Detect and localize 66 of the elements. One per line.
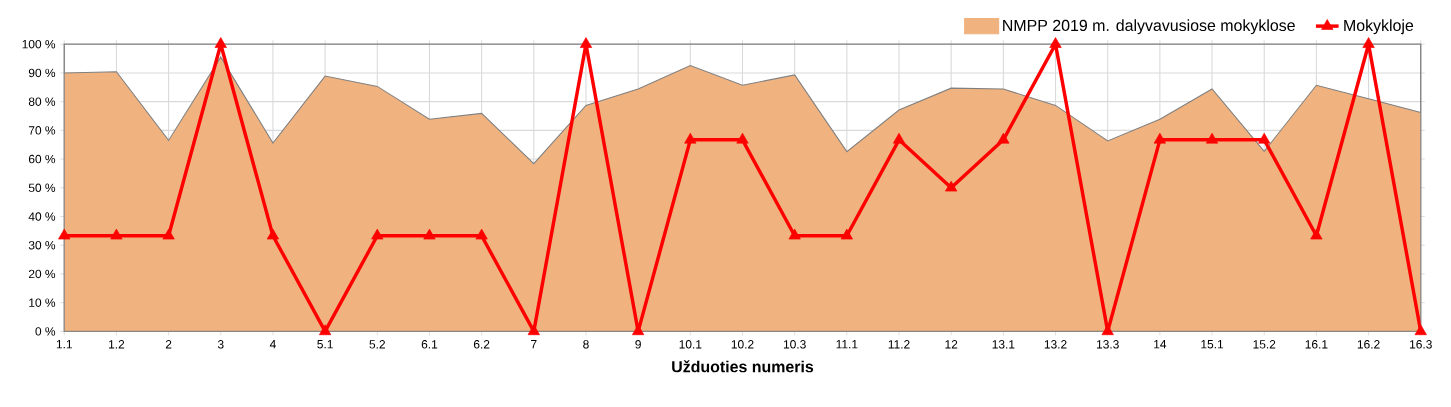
y-tick-label: 60 % xyxy=(28,154,56,164)
legend-label: NMPP 2019 m. dalyvavusiose mokyklose xyxy=(1003,19,1295,35)
x-tick-label: 3 xyxy=(217,340,224,349)
point xyxy=(1362,37,1375,48)
x-tick-label: 11.1 xyxy=(836,340,858,349)
y-tick-label: 80 % xyxy=(28,97,56,106)
point xyxy=(423,228,436,240)
point xyxy=(840,228,853,240)
point xyxy=(579,37,593,48)
point xyxy=(945,180,958,192)
point xyxy=(527,324,540,336)
x-tick-label: 5.1 xyxy=(317,340,333,349)
x-tick-label: 13.2 xyxy=(1044,340,1067,349)
y-tick-label: 70 % xyxy=(28,126,56,135)
x-tick-label: 6.2 xyxy=(473,340,490,349)
point xyxy=(1205,132,1219,144)
point xyxy=(997,132,1010,144)
point xyxy=(1310,228,1323,240)
x-tick-label: 6.1 xyxy=(421,340,438,349)
x-tick-label: 8 xyxy=(583,340,589,349)
y-tick-label: 0 % xyxy=(35,327,56,336)
point xyxy=(684,132,697,144)
x-tick-label: 2 xyxy=(165,340,172,349)
point xyxy=(736,132,749,144)
x-axis-title: Užduoties numeris xyxy=(672,360,814,373)
y-tick-label: 100 % xyxy=(22,39,56,49)
x-tick-label: 9 xyxy=(635,340,641,349)
x-tick-label: 5.2 xyxy=(369,340,385,349)
x-tick-label: 4 xyxy=(269,340,276,349)
x-tick-label: 1.1 xyxy=(56,340,72,349)
y-tick-label: 40 % xyxy=(28,212,56,221)
x-tick-label: 10.1 xyxy=(679,340,702,349)
x-tick-label: 12 xyxy=(945,340,958,349)
point xyxy=(110,228,123,240)
point xyxy=(214,37,227,48)
x-tick-label: 16.2 xyxy=(1357,340,1380,349)
x-tick-label: 15.1 xyxy=(1201,340,1224,349)
y-tick-label: 20 % xyxy=(28,269,56,279)
point xyxy=(1414,324,1427,336)
point xyxy=(162,228,175,240)
x-tick-label: 13.1 xyxy=(992,340,1015,349)
x-tick-label: 11.2 xyxy=(888,340,910,349)
point xyxy=(788,228,801,240)
x-tick-label: 10.2 xyxy=(731,340,754,349)
point xyxy=(1258,132,1271,144)
y-tick-label: 50 % xyxy=(28,183,56,193)
x-tick-label: 16.3 xyxy=(1410,340,1432,349)
x-tick-label: 10.3 xyxy=(783,340,806,349)
y-tick-label: 30 % xyxy=(28,241,56,250)
point xyxy=(892,132,906,144)
x-tick-label: 7 xyxy=(531,340,537,349)
point xyxy=(58,228,71,240)
x-tick-label: 1.2 xyxy=(109,340,125,349)
point xyxy=(1049,37,1062,48)
point xyxy=(371,228,384,240)
x-tick-label: 16.1 xyxy=(1305,340,1328,349)
y-tick-label: 10 % xyxy=(29,298,56,307)
x-tick-label: 14 xyxy=(1154,340,1167,349)
legend-label: Mokykloje xyxy=(1344,19,1414,35)
point xyxy=(1153,132,1166,144)
x-tick-label: 13.3 xyxy=(1096,340,1119,349)
point xyxy=(266,228,280,240)
x-tick-label: 15.2 xyxy=(1253,340,1276,349)
point xyxy=(475,228,488,240)
y-tick-label: 90 % xyxy=(28,68,56,78)
point xyxy=(319,324,332,336)
